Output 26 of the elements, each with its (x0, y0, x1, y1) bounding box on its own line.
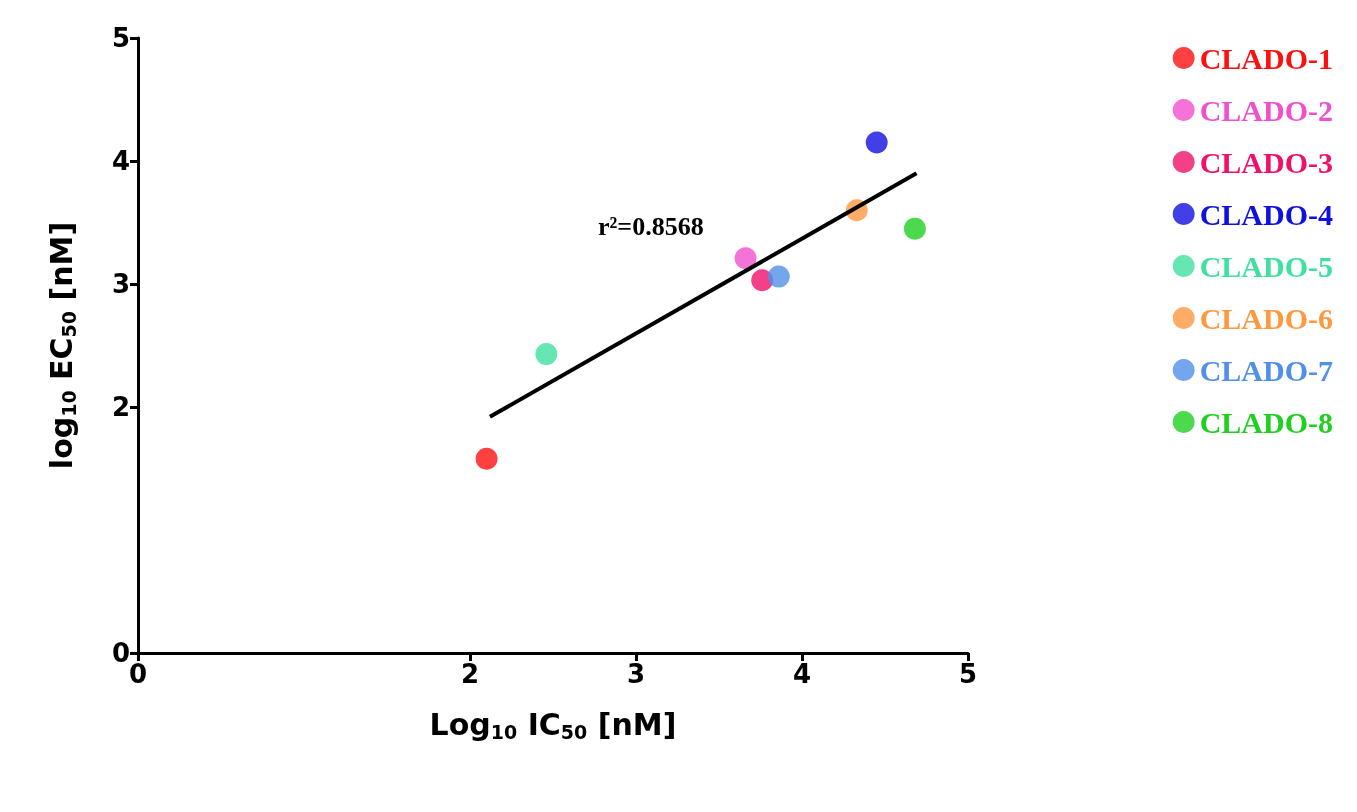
legend-label: CLADO-5 (1199, 249, 1334, 283)
point (535, 343, 558, 366)
legend-label: CLADO-1 (1199, 41, 1334, 75)
annotation: r²=0.8568 (598, 211, 704, 241)
legend-label: CLADO-7 (1199, 353, 1334, 387)
point (865, 131, 888, 154)
y-tick-label: 2 (111, 392, 130, 422)
y-tick-label: 5 (111, 23, 130, 53)
x-tick-label: 4 (792, 659, 812, 689)
y-tick-label: 3 (111, 269, 130, 299)
y-tick-label: 0 (111, 638, 130, 668)
point (903, 217, 926, 240)
point (767, 265, 790, 288)
legend-label: CLADO-3 (1199, 145, 1334, 179)
x-axis-title: Log10 IC50 [nM] (429, 707, 677, 743)
legend-label: CLADO-2 (1199, 93, 1334, 127)
x-tick-label: 5 (958, 659, 978, 689)
x-tick-label: 3 (626, 659, 646, 689)
legend-label: CLADO-6 (1199, 301, 1334, 335)
x-tick-label: 2 (460, 659, 480, 689)
legend-label: CLADO-8 (1199, 405, 1334, 439)
point (734, 247, 757, 270)
point (475, 447, 498, 470)
legend-label: CLADO-4 (1199, 197, 1334, 231)
y-tick-label: 4 (111, 146, 130, 176)
y-axis-title: log10 EC50 [nM] (44, 221, 80, 470)
